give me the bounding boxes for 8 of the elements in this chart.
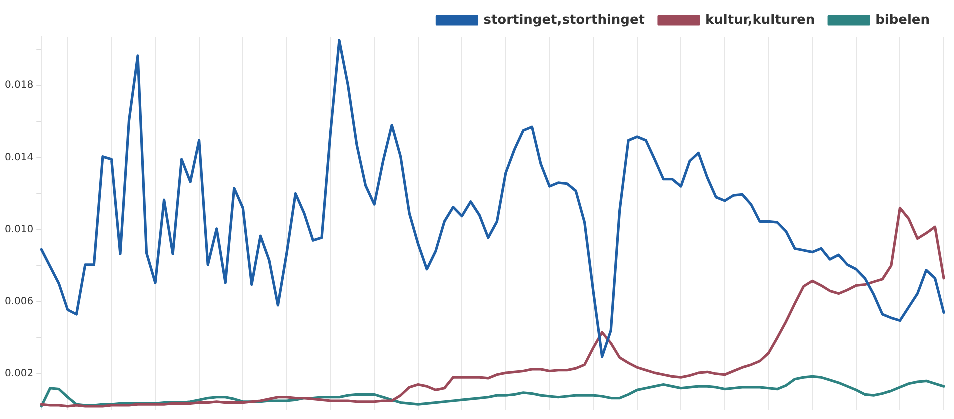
legend-label: stortinget,storthinget [484,12,646,28]
y-tick-label: 0.010 [4,224,34,236]
y-tick-label: 0.006 [4,296,34,308]
legend-label: kultur,kulturen [706,12,816,28]
y-tick-label: 0.018 [4,80,34,92]
y-tick-label: 0.002 [4,368,34,380]
y-tick-label: 0.014 [4,152,34,164]
legend-label: bibelen [876,12,930,28]
